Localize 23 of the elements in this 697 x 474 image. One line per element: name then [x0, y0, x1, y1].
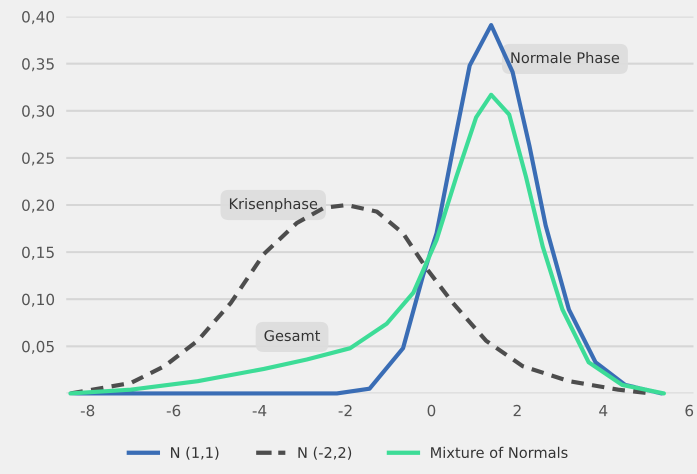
x-tick-label: -8 [80, 404, 94, 416]
x-tick-label: -6 [166, 404, 180, 416]
annotation: Krisenphase [230, 198, 318, 212]
y-tick-label: 0,10 [22, 294, 54, 307]
y-tick-label: 0,30 [22, 105, 54, 118]
y-tick-label: 0,40 [22, 11, 54, 24]
line-series [68, 92, 666, 396]
y-tick-label: 0,15 [22, 246, 54, 260]
y-tick-label: 0,05 [22, 340, 54, 354]
x-tick-label: 6 [685, 404, 694, 416]
x-tick-label: 4 [599, 405, 608, 416]
x-tick-label: 0 [428, 404, 436, 416]
x-tick-label: -4 [252, 405, 266, 416]
x-tick-label: -2 [338, 404, 352, 416]
annotation: Normale Phase [511, 52, 620, 64]
x-tick-label: 2 [514, 404, 521, 416]
annotation: Gesamt [264, 330, 320, 342]
y-tick-label: 0,25 [22, 152, 54, 166]
legend-label: Mixture of Normals [431, 446, 568, 458]
legend-label: N (-2,2) [298, 446, 352, 460]
legend-label: N (1,1) [171, 446, 218, 460]
y-tick-label: 0,20 [22, 199, 54, 213]
y-tick-label: 0,35 [22, 58, 54, 72]
